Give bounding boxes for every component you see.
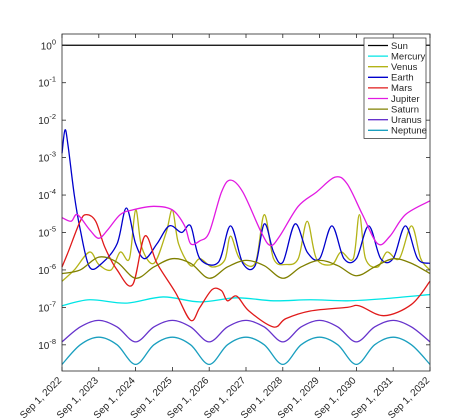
legend-label-venus: Venus: [391, 62, 418, 73]
y-tick-base: 10: [38, 79, 50, 90]
series-layer: [61, 44, 431, 366]
series-line-venus: [61, 209, 431, 282]
y-tick-base: 10: [38, 116, 50, 127]
legend-label-saturn: Saturn: [391, 104, 419, 115]
legend-label-uranus: Uranus: [391, 115, 422, 126]
y-tick-base: 10: [38, 341, 50, 352]
legend-label-mars: Mars: [391, 83, 412, 94]
y-tick-exponent: -8: [49, 337, 56, 346]
y-tick-base: 10: [38, 228, 50, 239]
y-tick-label: 10-4: [38, 187, 56, 202]
series-line-uranus: [61, 319, 431, 343]
y-tick-label: 10-1: [38, 75, 56, 90]
y-tick-exponent: -3: [49, 150, 56, 159]
y-tick-label: 10-2: [38, 112, 56, 127]
y-tick-label: 100: [41, 37, 56, 52]
y-tick-exponent: -2: [49, 112, 56, 121]
legend-label-mercury: Mercury: [391, 51, 426, 62]
legend-label-jupiter: Jupiter: [391, 94, 420, 105]
legend-label-sun: Sun: [391, 41, 408, 52]
y-tick-exponent: -4: [49, 187, 56, 196]
y-tick-exponent: -6: [49, 262, 56, 271]
y-tick-base: 10: [38, 191, 50, 202]
y-tick-exponent: 0: [52, 37, 56, 46]
legend-label-neptune: Neptune: [391, 126, 427, 137]
series-line-mars: [61, 213, 431, 328]
series-line-earth: [61, 129, 431, 271]
y-tick-exponent: -7: [49, 299, 56, 308]
y-tick-base: 10: [41, 41, 53, 52]
series-line-jupiter: [61, 176, 431, 247]
y-tick-base: 10: [38, 154, 50, 165]
y-tick-label: 10-6: [38, 262, 56, 277]
y-tick-label: 10-8: [38, 337, 56, 352]
y-tick-base: 10: [38, 303, 50, 314]
series-line-mercury: [61, 293, 431, 307]
y-tick-label: 10-3: [38, 150, 56, 165]
y-tick-base: 10: [38, 266, 50, 277]
legend: SunMercuryVenusEarthMarsJupiterSaturnUra…: [363, 37, 427, 139]
series-line-saturn: [61, 256, 431, 279]
series-line-neptune: [61, 336, 431, 366]
y-tick-label: 10-5: [38, 224, 56, 239]
y-tick-exponent: -5: [49, 224, 56, 233]
legend-label-earth: Earth: [391, 73, 414, 84]
y-tick-exponent: -1: [49, 75, 56, 84]
y-tick-label: 10-7: [38, 299, 56, 314]
